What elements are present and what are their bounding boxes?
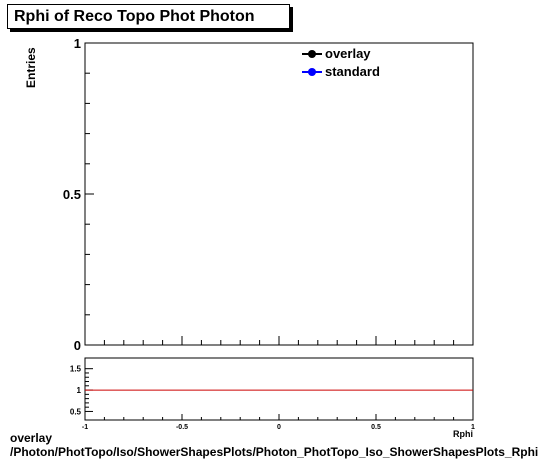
main-y-tick-label: 1	[74, 36, 81, 51]
legend-label-standard: standard	[325, 64, 380, 79]
main-plot-frame	[84, 42, 474, 346]
overlay-marker-swatch	[308, 50, 316, 58]
chart-title: Rphi of Reco Topo Phot Photon	[14, 8, 255, 25]
ratio-y-tick-label: 1	[77, 386, 82, 395]
ratio-x-tick-label: -1	[82, 424, 88, 431]
legend: overlay standard	[300, 46, 420, 86]
ratio-y-tick-label: 1.5	[70, 365, 82, 374]
main-y-tick-label: 0	[74, 338, 81, 353]
main-y-ticks: 00.51	[63, 36, 94, 353]
main-x-ticks	[84, 336, 474, 345]
ratio-x-axis-label: Rphi	[453, 429, 473, 439]
ratio-y-ticks: 0.5 1 1.5	[70, 365, 93, 416]
standard-marker-swatch	[308, 68, 316, 76]
ratio-x-tick-label: 0.5	[371, 424, 381, 431]
ratio-y-tick-label: 0.5	[70, 407, 82, 416]
ratio-x-tick-label: 0	[277, 424, 281, 431]
main-y-tick-label: 0.5	[63, 187, 81, 202]
footer-label: overlay	[10, 431, 53, 445]
chart-title-box: Rphi of Reco Topo Phot Photon	[7, 4, 290, 29]
legend-item-standard: standard	[300, 64, 420, 80]
ratio-x-tick-label: 1	[471, 424, 475, 431]
ratio-plot-frame	[84, 357, 474, 421]
legend-label-overlay: overlay	[325, 46, 371, 61]
ratio-x-tick-label: -0.5	[176, 424, 188, 431]
ratio-x-ticks: -1 -0.5 0 0.5 1	[82, 414, 475, 431]
legend-item-overlay: overlay	[300, 46, 420, 62]
y-axis-label: Entries	[24, 47, 38, 88]
footer-path: /Photon/PhotTopo/Iso/ShowerShapesPlots/P…	[10, 445, 539, 459]
